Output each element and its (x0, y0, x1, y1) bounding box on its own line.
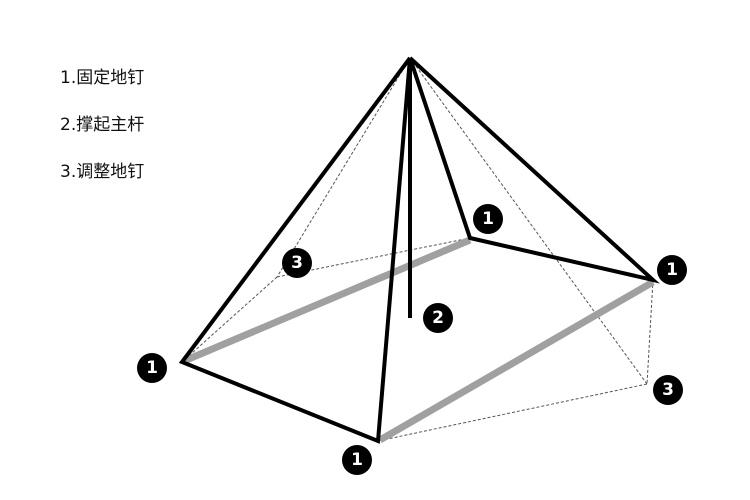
guide-right-front (377, 383, 648, 442)
step-2: 2.撑起主杆 (60, 115, 145, 135)
badge-stake-right: 1 (657, 255, 687, 285)
ground-edges (182, 236, 655, 444)
svg-text:1: 1 (146, 358, 158, 378)
step-list: 1.固定地钉 2.撑起主杆 3.调整地钉 (60, 66, 144, 207)
svg-text:1: 1 (351, 450, 363, 470)
svg-text:2: 2 (432, 308, 444, 328)
step-1: 1.固定地钉 (60, 68, 145, 88)
ground-edge-left (182, 236, 472, 365)
badge-adjust-right: 3 (653, 375, 683, 405)
tent-frame (178, 56, 660, 444)
step-3: 3.调整地钉 (60, 162, 145, 182)
guide-apex-right (409, 57, 648, 385)
ground-edge-right (378, 278, 655, 444)
badge-pole: 2 (423, 303, 453, 333)
badge-stake-left: 1 (137, 353, 167, 383)
svg-text:3: 3 (291, 253, 303, 273)
badge-stake-front: 1 (342, 445, 372, 475)
svg-text:1: 1 (482, 209, 494, 229)
svg-text:1: 1 (666, 260, 678, 280)
badge-adjust-left: 3 (282, 248, 312, 278)
guide-left-corner (181, 276, 278, 363)
guide-lines (181, 57, 654, 442)
badges: 1 1 1 1 2 3 3 (137, 204, 687, 475)
svg-text:3: 3 (662, 380, 674, 400)
guide-right-corner (646, 279, 654, 385)
badge-stake-back: 1 (473, 204, 503, 234)
guide-apex-left (276, 57, 411, 278)
frame-left-front (178, 56, 412, 444)
frame-back-right (408, 56, 660, 284)
